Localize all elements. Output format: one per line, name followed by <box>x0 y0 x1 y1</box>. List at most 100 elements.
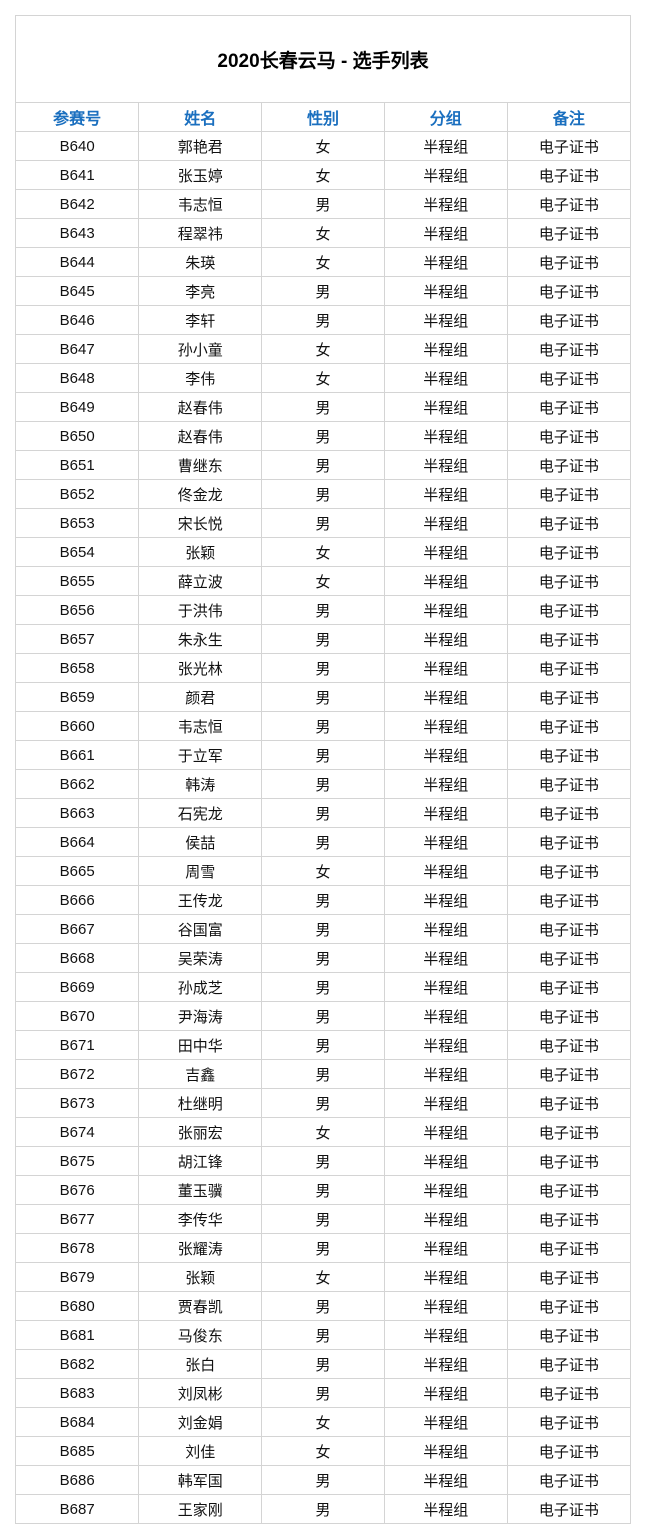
cell-name: 杜继明 <box>138 1088 263 1118</box>
cell-gender: 男 <box>261 508 385 538</box>
cell-gender: 男 <box>261 1030 385 1060</box>
cell-name: 董玉骥 <box>138 1175 263 1205</box>
cell-name: 李轩 <box>138 305 263 335</box>
cell-group: 半程组 <box>384 856 508 886</box>
cell-bib: B668 <box>16 943 140 973</box>
table-row: B677 李传华男半程组 电子证书 <box>16 1204 630 1234</box>
cell-group: 半程组 <box>384 1117 508 1147</box>
cell-group: 半程组 <box>384 1320 508 1350</box>
table-row: B684 刘金娟女半程组 电子证书 <box>16 1407 630 1437</box>
cell-bib: B664 <box>16 827 140 857</box>
cell-gender: 女 <box>261 566 385 596</box>
cell-group: 半程组 <box>384 537 508 567</box>
cell-note: 电子证书 <box>507 1320 630 1350</box>
cell-group: 半程组 <box>384 479 508 509</box>
table-row: B657 朱永生男半程组 电子证书 <box>16 624 630 654</box>
cell-bib: B654 <box>16 537 140 567</box>
cell-bib: B643 <box>16 218 140 248</box>
cell-bib: B645 <box>16 276 140 306</box>
cell-bib: B673 <box>16 1088 140 1118</box>
table-row: B648 李伟女半程组 电子证书 <box>16 363 630 393</box>
table-row: B675 胡江锋男半程组 电子证书 <box>16 1146 630 1176</box>
cell-group: 半程组 <box>384 1378 508 1408</box>
cell-group: 半程组 <box>384 624 508 654</box>
cell-group: 半程组 <box>384 131 508 161</box>
table-row: B685 刘佳女半程组 电子证书 <box>16 1436 630 1466</box>
cell-name: 宋长悦 <box>138 508 263 538</box>
cell-group: 半程组 <box>384 1059 508 1089</box>
cell-group: 半程组 <box>384 363 508 393</box>
cell-gender: 女 <box>261 247 385 277</box>
cell-name: 韩军国 <box>138 1465 263 1495</box>
cell-gender: 男 <box>261 682 385 712</box>
cell-note: 电子证书 <box>507 1204 630 1234</box>
table-row: B655 薛立波女半程组 电子证书 <box>16 566 630 596</box>
cell-bib: B650 <box>16 421 140 451</box>
cell-name: 吉鑫 <box>138 1059 263 1089</box>
cell-note: 电子证书 <box>507 1030 630 1060</box>
table-row: B680 贾春凯男半程组 电子证书 <box>16 1291 630 1321</box>
cell-bib: B685 <box>16 1436 140 1466</box>
cell-note: 电子证书 <box>507 1233 630 1263</box>
cell-gender: 男 <box>261 1059 385 1089</box>
cell-bib: B687 <box>16 1494 140 1523</box>
cell-name: 韦志恒 <box>138 711 263 741</box>
cell-group: 半程组 <box>384 218 508 248</box>
table-row: B671 田中华男半程组 电子证书 <box>16 1030 630 1060</box>
cell-group: 半程组 <box>384 450 508 480</box>
cell-group: 半程组 <box>384 1407 508 1437</box>
cell-gender: 女 <box>261 856 385 886</box>
cell-name: 吴荣涛 <box>138 943 263 973</box>
cell-group: 半程组 <box>384 740 508 770</box>
cell-name: 石宪龙 <box>138 798 263 828</box>
cell-gender: 女 <box>261 131 385 161</box>
cell-name: 周雪 <box>138 856 263 886</box>
cell-group: 半程组 <box>384 682 508 712</box>
cell-group: 半程组 <box>384 769 508 799</box>
cell-group: 半程组 <box>384 508 508 538</box>
cell-gender: 男 <box>261 392 385 422</box>
cell-gender: 男 <box>261 1494 385 1523</box>
cell-name: 郭艳君 <box>138 131 263 161</box>
cell-gender: 女 <box>261 363 385 393</box>
cell-note: 电子证书 <box>507 595 630 625</box>
cell-name: 张丽宏 <box>138 1117 263 1147</box>
cell-bib: B652 <box>16 479 140 509</box>
table-row: B652 佟金龙男半程组 电子证书 <box>16 479 630 509</box>
cell-bib: B641 <box>16 160 140 190</box>
cell-group: 半程组 <box>384 711 508 741</box>
cell-group: 半程组 <box>384 798 508 828</box>
cell-bib: B657 <box>16 624 140 654</box>
cell-note: 电子证书 <box>507 885 630 915</box>
cell-gender: 男 <box>261 1291 385 1321</box>
cell-note: 电子证书 <box>507 1059 630 1089</box>
cell-gender: 男 <box>261 1320 385 1350</box>
cell-bib: B656 <box>16 595 140 625</box>
cell-bib: B667 <box>16 914 140 944</box>
cell-name: 张玉婷 <box>138 160 263 190</box>
table-row: B646 李轩男半程组 电子证书 <box>16 305 630 335</box>
cell-gender: 男 <box>261 624 385 654</box>
table-row: B668 吴荣涛男半程组 电子证书 <box>16 943 630 973</box>
cell-name: 李伟 <box>138 363 263 393</box>
cell-note: 电子证书 <box>507 1407 630 1437</box>
cell-bib: B651 <box>16 450 140 480</box>
cell-group: 半程组 <box>384 1349 508 1379</box>
cell-name: 朱瑛 <box>138 247 263 277</box>
cell-note: 电子证书 <box>507 914 630 944</box>
cell-name: 颜君 <box>138 682 263 712</box>
cell-note: 电子证书 <box>507 1349 630 1379</box>
cell-bib: B684 <box>16 1407 140 1437</box>
cell-gender: 男 <box>261 1146 385 1176</box>
cell-name: 胡江锋 <box>138 1146 263 1176</box>
cell-group: 半程组 <box>384 1175 508 1205</box>
participant-list: 2020长春云马 - 选手列表 参赛号 姓名 性别 分组 备注 B640 郭艳君女半程组电… <box>15 15 631 1524</box>
cell-gender: 男 <box>261 972 385 1002</box>
table-row: B645 李亮男半程组 电子证书 <box>16 276 630 306</box>
cell-note: 电子证书 <box>507 305 630 335</box>
cell-gender: 男 <box>261 595 385 625</box>
cell-bib: B660 <box>16 711 140 741</box>
table-row: B651 曹继东男半程组 电子证书 <box>16 450 630 480</box>
cell-name: 李亮 <box>138 276 263 306</box>
cell-bib: B659 <box>16 682 140 712</box>
